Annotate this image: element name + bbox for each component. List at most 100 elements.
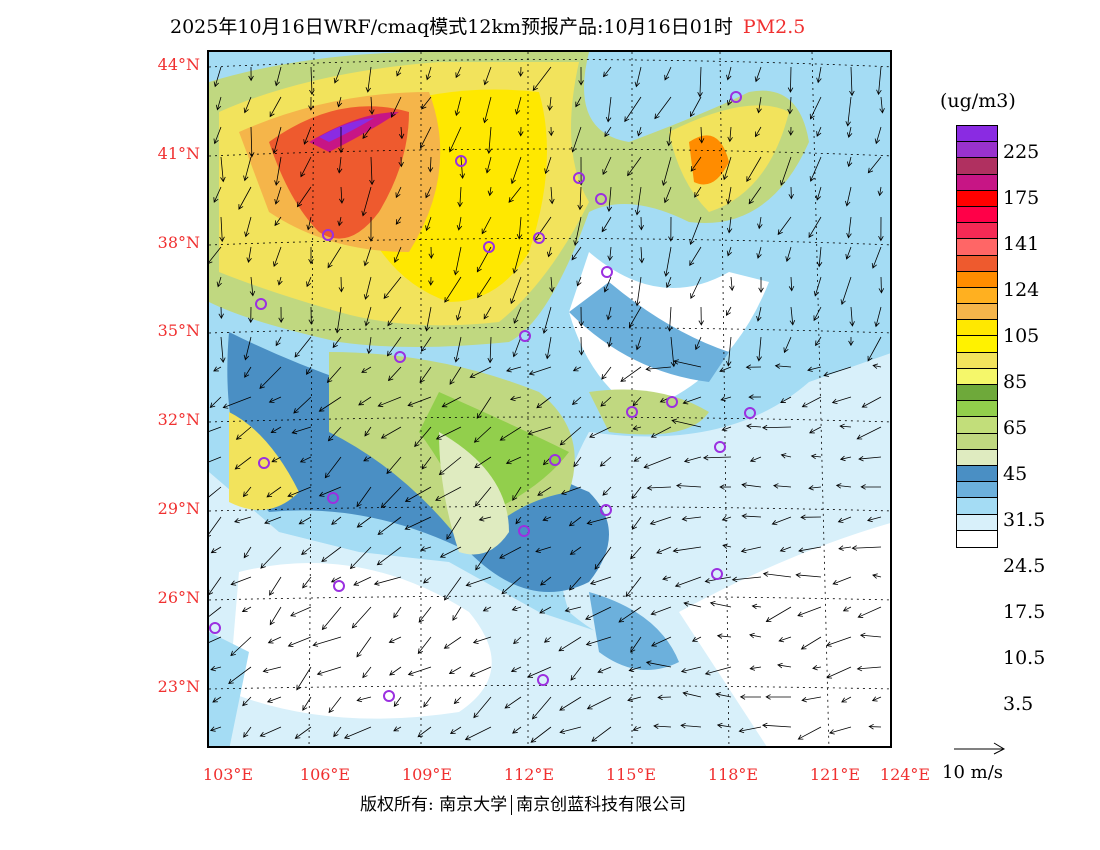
wind-arrow: [649, 516, 672, 526]
color-bin: [957, 126, 997, 143]
wind-arrow: [366, 336, 372, 355]
wind-arrow: [627, 696, 642, 702]
wind-arrow: [815, 186, 822, 201]
wind-arrow: [349, 546, 372, 570]
wind-arrow: [748, 186, 762, 205]
wind-arrow: [681, 516, 702, 522]
wind-arrow: [578, 306, 584, 327]
wind-arrow: [812, 664, 822, 671]
wind-arrow: [387, 306, 402, 327]
wind-arrow: [222, 396, 252, 409]
wind-arrow: [485, 156, 492, 174]
wind-arrow: [856, 426, 882, 440]
wind-arrow: [825, 636, 852, 647]
wind-arrow: [425, 216, 432, 232]
wind-arrow: [856, 665, 882, 672]
wind-arrow: [393, 696, 402, 707]
wind-arrow: [377, 396, 402, 408]
wind-arrow: [840, 276, 852, 306]
wind-arrow: [321, 606, 342, 631]
color-bin: [957, 465, 997, 483]
wind-arrow: [841, 696, 852, 703]
wind-arrow: [845, 96, 852, 127]
wind-arrow: [674, 576, 702, 588]
wind-arrow: [218, 306, 224, 319]
wind-arrow: [547, 96, 553, 111]
wind-arrow: [209, 246, 222, 264]
wind-arrow: [645, 366, 672, 372]
wind-arrow: [754, 66, 762, 83]
wind-arrow: [482, 96, 492, 124]
company-text: 南京创蓝科技有限公司: [516, 795, 687, 815]
wind-arrow: [383, 276, 402, 300]
wind-arrow: [600, 396, 612, 407]
wind-arrow: [576, 276, 582, 287]
copyright-text: 版权所有: 南京大学: [360, 795, 508, 815]
wind-arrow: [421, 456, 432, 470]
wind-arrow: [407, 666, 432, 676]
color-bin: [957, 514, 997, 531]
lat-label: 41°N: [157, 144, 200, 163]
wind-arrow: [328, 696, 342, 714]
wind-arrow: [726, 246, 732, 257]
lon-label: 115°E: [605, 765, 657, 784]
wind-arrow: [631, 516, 642, 530]
wind-arrow: [423, 576, 432, 584]
wind-arrow: [417, 726, 432, 738]
wind-arrow: [333, 726, 342, 738]
lon-label: 121°E: [809, 765, 861, 784]
wind-arrow: [876, 66, 882, 96]
wind-arrow: [570, 666, 582, 681]
wind-arrow: [331, 516, 342, 525]
wind-arrow: [672, 546, 702, 554]
wind-arrow: [230, 636, 252, 657]
wind-arrow: [787, 66, 794, 93]
wind-arrow: [318, 486, 342, 497]
wind-arrow: [651, 636, 672, 647]
wind-arrow: [808, 485, 822, 491]
wind-arrow: [725, 336, 732, 367]
wind-arrow: [807, 366, 822, 372]
wind-arrow: [788, 126, 794, 136]
lon-label: 103°E: [202, 765, 254, 784]
wind-arrow: [682, 396, 702, 405]
wind-arrow: [816, 246, 823, 268]
wind-arrow: [575, 96, 582, 108]
wind-arrow: [558, 636, 582, 652]
wind-arrow: [829, 726, 852, 735]
wind-arrow: [762, 571, 792, 578]
wind-arrow: [599, 456, 612, 467]
wind-arrow: [219, 216, 225, 243]
wind-arrow: [459, 156, 466, 179]
wind-arrow: [849, 306, 855, 327]
wind-arrow: [327, 246, 342, 269]
wind-arrow: [308, 306, 314, 325]
wind-arrow: [638, 216, 645, 231]
lat-label: 23°N: [157, 677, 200, 696]
wind-arrow: [668, 216, 674, 242]
wind-arrow: [860, 484, 882, 490]
wind-arrow: [597, 666, 612, 674]
wind-arrow: [316, 666, 342, 676]
wind-arrow: [465, 576, 492, 587]
wind-arrow: [683, 601, 702, 608]
wind-arrow: [540, 576, 552, 586]
wind-arrow: [568, 576, 582, 591]
wind-arrow: [756, 96, 762, 114]
wind-arrow: [306, 366, 312, 375]
wind-arrow: [504, 696, 522, 709]
wind-arrow: [874, 306, 882, 328]
wind-arrow: [266, 486, 282, 498]
wind-arrow: [656, 546, 672, 554]
wind-arrow: [337, 216, 343, 227]
wind-arrow: [268, 396, 282, 403]
wind-arrow: [428, 246, 434, 259]
wind-arrow: [296, 186, 312, 208]
wind-arrow: [631, 486, 642, 500]
color-bin: [957, 482, 997, 499]
wind-arrow: [800, 636, 822, 650]
wind-arrow: [746, 156, 762, 182]
wind-arrow: [532, 66, 552, 91]
wind-arrow: [509, 395, 522, 402]
wind-arrow: [653, 723, 672, 729]
